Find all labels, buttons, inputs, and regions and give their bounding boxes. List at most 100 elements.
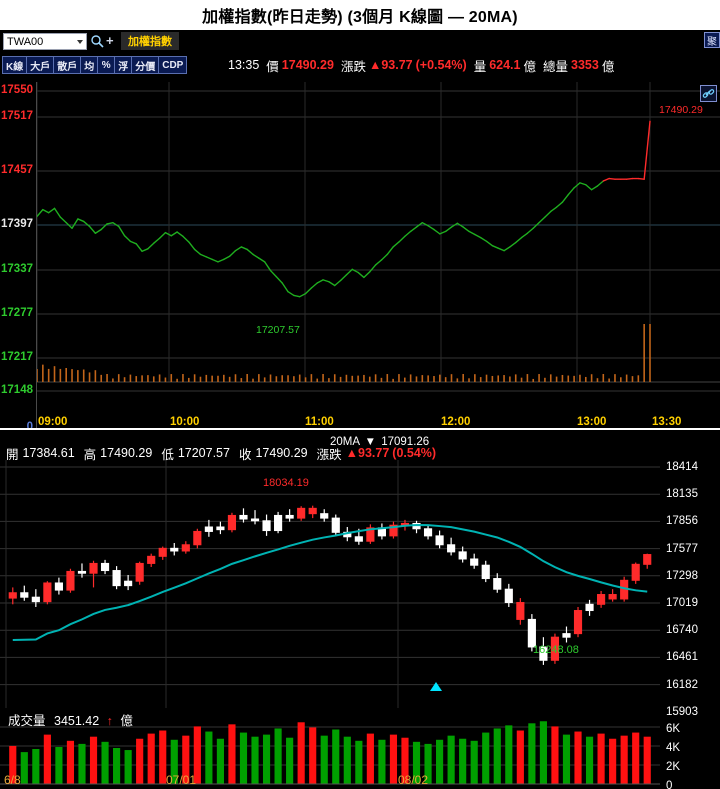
plus-icon[interactable]: + xyxy=(106,33,114,48)
close-value: 17490.29 xyxy=(255,446,308,460)
kline-y-label: 18135 xyxy=(666,488,698,501)
kline-change-pct: (0.54%) xyxy=(392,446,437,460)
intraday-y-label: 17457 xyxy=(1,164,33,176)
intraday-x-label: 09:00 xyxy=(38,416,68,428)
kline-high-annotation: 18034.19 xyxy=(263,477,309,489)
kline-change-label: 漲跌 xyxy=(316,447,342,462)
kline-change-arrow: ▲ xyxy=(345,446,359,460)
tab-average[interactable]: 均 xyxy=(80,56,99,74)
intraday-grid xyxy=(36,82,720,428)
intraday-last-price-label: 17490.29 xyxy=(659,104,703,116)
quote-change-pct: (+0.54%) xyxy=(415,58,467,72)
candlestick-plot xyxy=(0,460,660,713)
candlestick-svg xyxy=(0,460,660,713)
intraday-line-svg xyxy=(36,82,720,392)
magnifier-icon[interactable] xyxy=(90,34,104,48)
kline-change: 93.77 xyxy=(358,446,390,460)
high-label: 高 xyxy=(83,447,97,462)
intraday-y-label: 17550 xyxy=(1,84,33,96)
volume-svg xyxy=(0,721,660,785)
intraday-x-label: 13:30 xyxy=(652,416,682,428)
tab-bigtrader[interactable]: 大戶 xyxy=(26,56,55,74)
quote-bar: 13:35 價 17490.29 漲跌 ▲ 93.77 (+0.54%) 量 6… xyxy=(228,56,614,74)
open-label: 開 xyxy=(6,447,19,462)
intraday-y-label: 0 xyxy=(26,421,33,428)
kline-y-label: 17577 xyxy=(666,542,698,555)
chevron-down-icon[interactable] xyxy=(77,39,83,44)
volume-y-axis: 6K 4K 2K 0 xyxy=(660,708,720,789)
kline-y-label: 15903 xyxy=(666,705,698,718)
quote-change: 93.77 xyxy=(381,58,413,72)
intraday-y-label: 17217 xyxy=(1,351,33,363)
intraday-y-label: 17277 xyxy=(1,307,33,319)
chart-tab-row: K線 大戶 散戶 均 % 浮 分價 CDP xyxy=(2,56,188,74)
intraday-x-axis: 09:00 10:00 11:00 12:00 13:00 13:30 xyxy=(0,412,720,428)
volume-y-label: 2K xyxy=(666,761,681,773)
symbol-input-value: TWA00 xyxy=(7,35,44,48)
intraday-y-label: 17517 xyxy=(1,110,33,122)
quote-total-unit: 億 xyxy=(601,59,615,74)
kline-x-axis: 6/8 07/01 08/02 xyxy=(0,771,720,787)
kline-panel: 開 17384.61 高 17490.29 低 17207.57 收 17490… xyxy=(0,430,720,789)
corner-button[interactable]: 聚 xyxy=(704,32,720,48)
tab-priceband[interactable]: 分價 xyxy=(131,56,160,74)
ma-arrow: ▼ xyxy=(364,436,377,448)
intraday-x-label: 12:00 xyxy=(441,416,471,428)
quote-change-arrow: ▲ xyxy=(368,58,382,72)
symbol-input[interactable]: TWA00 xyxy=(3,33,87,50)
volume-arrow: ↑ xyxy=(106,714,113,728)
page-title: 加權指數(昨日走勢) (3個月 K線圖 — 20MA) xyxy=(0,0,720,30)
ohlc-bar: 開 17384.61 高 17490.29 低 17207.57 收 17490… xyxy=(6,444,436,462)
toolbar: TWA00 + 加權指數 聚 K線 大戶 散戶 均 % 浮 分價 CDP xyxy=(0,30,720,82)
symbol-name-label: 加權指數 xyxy=(121,32,179,50)
low-value: 17207.57 xyxy=(177,446,230,460)
volume-y-label: 4K xyxy=(666,742,681,754)
quote-volume-label: 量 xyxy=(473,59,487,74)
kline-y-axis: 18414 18135 17856 17577 17298 17019 16740 16461… xyxy=(660,460,720,717)
tab-percent[interactable]: % xyxy=(97,56,116,74)
quote-volume-unit: 億 xyxy=(523,59,536,74)
kline-y-label: 16182 xyxy=(666,678,698,691)
volume-value: 3451.42 xyxy=(54,714,100,728)
intraday-x-label: 11:00 xyxy=(305,416,334,428)
ma-readout: 20MA ▼ 17091.26 xyxy=(330,436,429,448)
kline-y-label: 17856 xyxy=(666,515,698,528)
kline-x-label: 08/02 xyxy=(398,773,429,787)
intraday-y-label: 17397 xyxy=(1,218,33,230)
quote-total-label: 總量 xyxy=(543,59,569,74)
kline-y-label: 18414 xyxy=(666,461,698,473)
intraday-low-price-label: 17207.57 xyxy=(256,324,300,336)
high-value: 17490.29 xyxy=(100,446,153,460)
tab-float[interactable]: 浮 xyxy=(114,56,133,74)
quote-volume: 624.1 xyxy=(489,58,521,72)
volume-plot xyxy=(0,708,660,789)
ma-value: 17091.26 xyxy=(381,436,430,448)
quote-total: 3353 xyxy=(571,58,599,72)
close-label: 收 xyxy=(238,447,252,462)
intraday-x-label: 13:00 xyxy=(577,416,607,428)
intraday-y-axis: 17550 17517 17457 17397 17337 17277 17217 17148… xyxy=(0,82,34,428)
open-value: 17384.61 xyxy=(22,446,75,460)
quote-change-label: 漲跌 xyxy=(340,59,366,74)
kline-y-label: 17019 xyxy=(666,597,698,609)
quote-price-label: 價 xyxy=(266,59,279,74)
kline-x-label: 6/8 xyxy=(4,773,21,787)
volume-title-label: 成交量 xyxy=(8,714,46,728)
kline-low-annotation: 16248.08 xyxy=(533,644,579,656)
intraday-panel: TWA00 + 加權指數 聚 K線 大戶 散戶 均 % 浮 分價 CDP xyxy=(0,30,720,428)
tab-retail[interactable]: 散戶 xyxy=(53,56,82,74)
intraday-y-label: 17148 xyxy=(1,384,33,396)
tab-kline[interactable]: K線 xyxy=(2,56,28,74)
quote-price: 17490.29 xyxy=(281,58,334,72)
kline-y-label: 16461 xyxy=(666,651,698,664)
volume-y-label: 6K xyxy=(666,723,681,735)
volume-readout: 成交量 3451.42 ↑ 億 xyxy=(8,710,133,729)
chain-link-icon[interactable] xyxy=(700,85,717,102)
kline-y-label: 16740 xyxy=(666,624,698,637)
intraday-x-label: 10:00 xyxy=(170,416,200,428)
volume-y-label: 0 xyxy=(666,780,673,789)
low-label: 低 xyxy=(161,447,174,462)
tab-cdp[interactable]: CDP xyxy=(158,56,188,74)
volume-unit: 億 xyxy=(120,714,133,728)
